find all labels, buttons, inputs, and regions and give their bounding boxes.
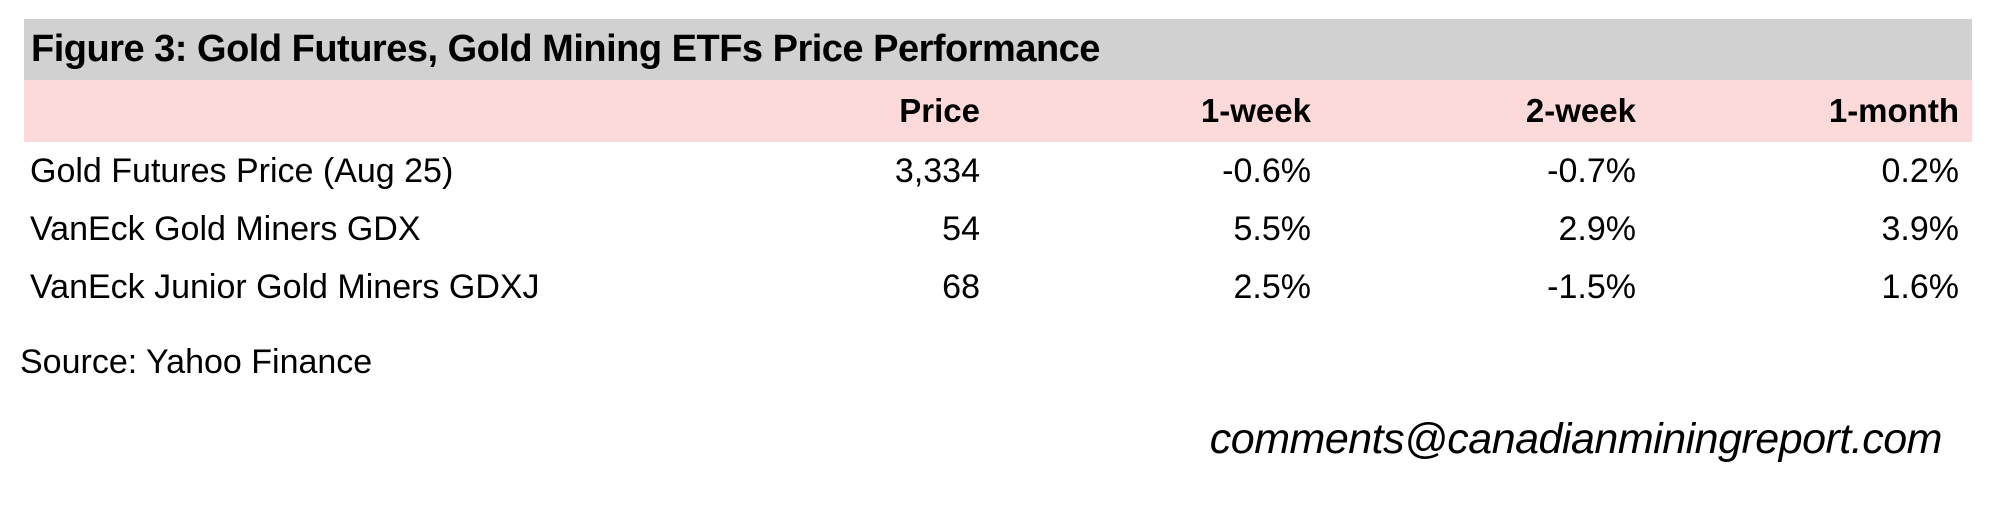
2-week-value: 2.9% xyxy=(1558,209,1637,248)
column-header-price: Price xyxy=(899,92,980,129)
2-week-value: -0.7% xyxy=(1547,151,1636,190)
column-header-1-week: 1-week xyxy=(1200,92,1311,129)
1-week-value: -0.6% xyxy=(1222,151,1311,190)
column-header-blank xyxy=(24,80,654,142)
price-value: 68 xyxy=(942,267,980,306)
1-month-value: 3.9% xyxy=(1881,209,1960,248)
1-month-value: 1.6% xyxy=(1881,267,1960,306)
price-performance-table: Price 1-week 2-week 1-month Gold Futures… xyxy=(24,80,1972,316)
1-week-value: 5.5% xyxy=(1233,209,1312,248)
price-value: 3,334 xyxy=(894,151,980,190)
column-header-2-week: 2-week xyxy=(1525,92,1636,129)
row-label: VanEck Junior Gold Miners GDXJ xyxy=(30,267,540,306)
row-label: Gold Futures Price (Aug 25) xyxy=(30,151,454,190)
source-attribution: Source: Yahoo Finance xyxy=(20,343,373,381)
price-value: 54 xyxy=(942,209,980,248)
1-week-value: 2.5% xyxy=(1233,267,1312,306)
2-week-value: -1.5% xyxy=(1547,267,1636,306)
1-month-value: 0.2% xyxy=(1881,151,1960,190)
table-row-gdxj: VanEck Junior Gold Miners GDXJ 68 2.5% -… xyxy=(24,258,1972,316)
row-label: VanEck Gold Miners GDX xyxy=(30,209,421,248)
column-header-1-month: 1-month xyxy=(1828,92,1959,129)
figure-title: Figure 3: Gold Futures, Gold Mining ETFs… xyxy=(24,19,1972,80)
price-performance-table-block: Figure 3: Gold Futures, Gold Mining ETFs… xyxy=(24,19,1972,316)
contact-email: comments@canadianminingreport.com xyxy=(1209,415,1943,463)
table-row-gdx: VanEck Gold Miners GDX 54 5.5% 2.9% 3.9% xyxy=(24,200,1972,258)
table-header-row: Price 1-week 2-week 1-month xyxy=(24,80,1972,142)
table-row-gold-futures: Gold Futures Price (Aug 25) 3,334 -0.6% … xyxy=(24,142,1972,200)
